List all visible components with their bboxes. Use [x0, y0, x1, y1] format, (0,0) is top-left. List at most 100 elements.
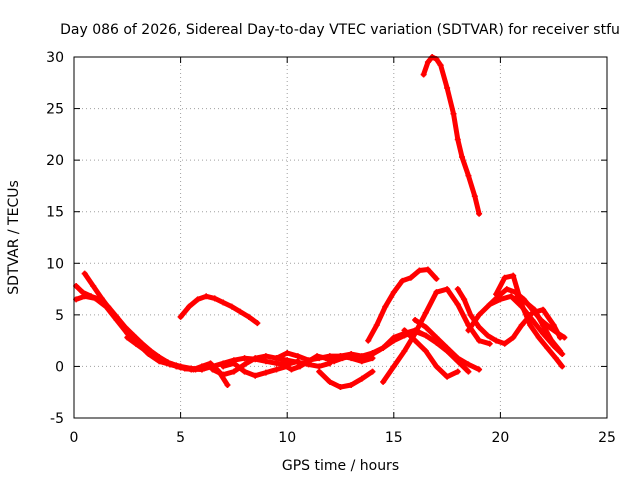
- data-point: [454, 286, 461, 293]
- data-point: [550, 322, 557, 329]
- data-point: [390, 289, 397, 296]
- data-point: [337, 384, 344, 391]
- data-point: [412, 330, 419, 337]
- data-point: [273, 355, 280, 362]
- data-point: [540, 322, 547, 329]
- data-point: [348, 351, 355, 358]
- data-point: [422, 324, 429, 331]
- data-point: [540, 306, 547, 313]
- y-tick-label: 30: [46, 50, 64, 66]
- data-point: [454, 355, 461, 362]
- data-point: [245, 313, 252, 320]
- data-point: [81, 293, 88, 300]
- data-point: [81, 270, 88, 277]
- data-point: [459, 154, 466, 161]
- data-point: [294, 359, 301, 366]
- grid-lines: [74, 57, 607, 418]
- data-point: [486, 301, 493, 308]
- data-point: [326, 355, 333, 362]
- plot-frame: [73, 56, 608, 419]
- x-tick-label: 10: [278, 430, 296, 446]
- y-tick-label: 25: [46, 102, 64, 118]
- x-tick-label: 20: [491, 430, 509, 446]
- data-point: [241, 361, 248, 368]
- data-point: [548, 337, 555, 344]
- data-point: [209, 366, 216, 373]
- data-point: [358, 355, 365, 362]
- data-point: [554, 330, 561, 337]
- data-point: [433, 289, 440, 296]
- data-point: [380, 344, 387, 351]
- data-point: [433, 275, 440, 282]
- data-point: [224, 381, 231, 388]
- data-point: [194, 296, 201, 303]
- data-point: [424, 59, 431, 66]
- data-point: [508, 293, 515, 300]
- data-point: [358, 375, 365, 382]
- data-point: [522, 299, 529, 306]
- data-point: [493, 291, 500, 298]
- data-point: [186, 303, 193, 310]
- data-point: [412, 317, 419, 324]
- data-point: [407, 274, 414, 281]
- data-point: [424, 266, 431, 273]
- data-point: [220, 299, 227, 306]
- data-point: [252, 372, 259, 379]
- data-point: [316, 363, 323, 370]
- data-point: [177, 313, 184, 320]
- data-point: [220, 371, 227, 378]
- series-arc-24: [515, 293, 563, 354]
- data-point: [444, 286, 451, 293]
- data-point: [173, 363, 180, 370]
- y-tick-label: 15: [46, 205, 64, 221]
- data-point: [369, 351, 376, 358]
- data-point: [476, 366, 483, 373]
- data-point: [510, 272, 517, 279]
- data-point: [365, 337, 372, 344]
- data-point: [220, 363, 227, 370]
- data-point: [476, 324, 483, 331]
- data-point: [230, 360, 237, 367]
- series-arc-13: [316, 369, 375, 390]
- x-tick-label: 25: [598, 430, 616, 446]
- data-point: [501, 274, 508, 281]
- data-point: [484, 332, 491, 339]
- data-point: [262, 353, 269, 360]
- data-point: [552, 355, 559, 362]
- data-point: [437, 62, 444, 69]
- data-point: [124, 334, 131, 341]
- data-point: [211, 295, 218, 302]
- data-point: [433, 334, 440, 341]
- data-point: [561, 334, 568, 341]
- data-point: [401, 347, 408, 354]
- data-point: [401, 327, 408, 334]
- data-point: [228, 303, 235, 310]
- data-point: [514, 293, 521, 300]
- x-tick-label: 5: [176, 430, 185, 446]
- data-point: [380, 378, 387, 385]
- data-point: [501, 340, 508, 347]
- data-point: [262, 369, 269, 376]
- data-point: [237, 308, 244, 315]
- data-point: [254, 320, 261, 327]
- data-point: [369, 368, 376, 375]
- data-point: [181, 365, 188, 372]
- data-point: [444, 344, 451, 351]
- data-point: [284, 350, 291, 357]
- data-point: [305, 358, 312, 365]
- data-point: [527, 322, 534, 329]
- data-point: [399, 277, 406, 284]
- data-point: [471, 193, 478, 200]
- data-point: [117, 320, 124, 327]
- data-point: [412, 337, 419, 344]
- x-tick-label: 15: [385, 430, 403, 446]
- data-point: [316, 368, 323, 375]
- data-point: [493, 337, 500, 344]
- data-point: [326, 378, 333, 385]
- data-point: [109, 309, 116, 316]
- data-point: [166, 361, 173, 368]
- data-point: [284, 357, 291, 364]
- data-point: [546, 324, 553, 331]
- data-point: [198, 366, 205, 373]
